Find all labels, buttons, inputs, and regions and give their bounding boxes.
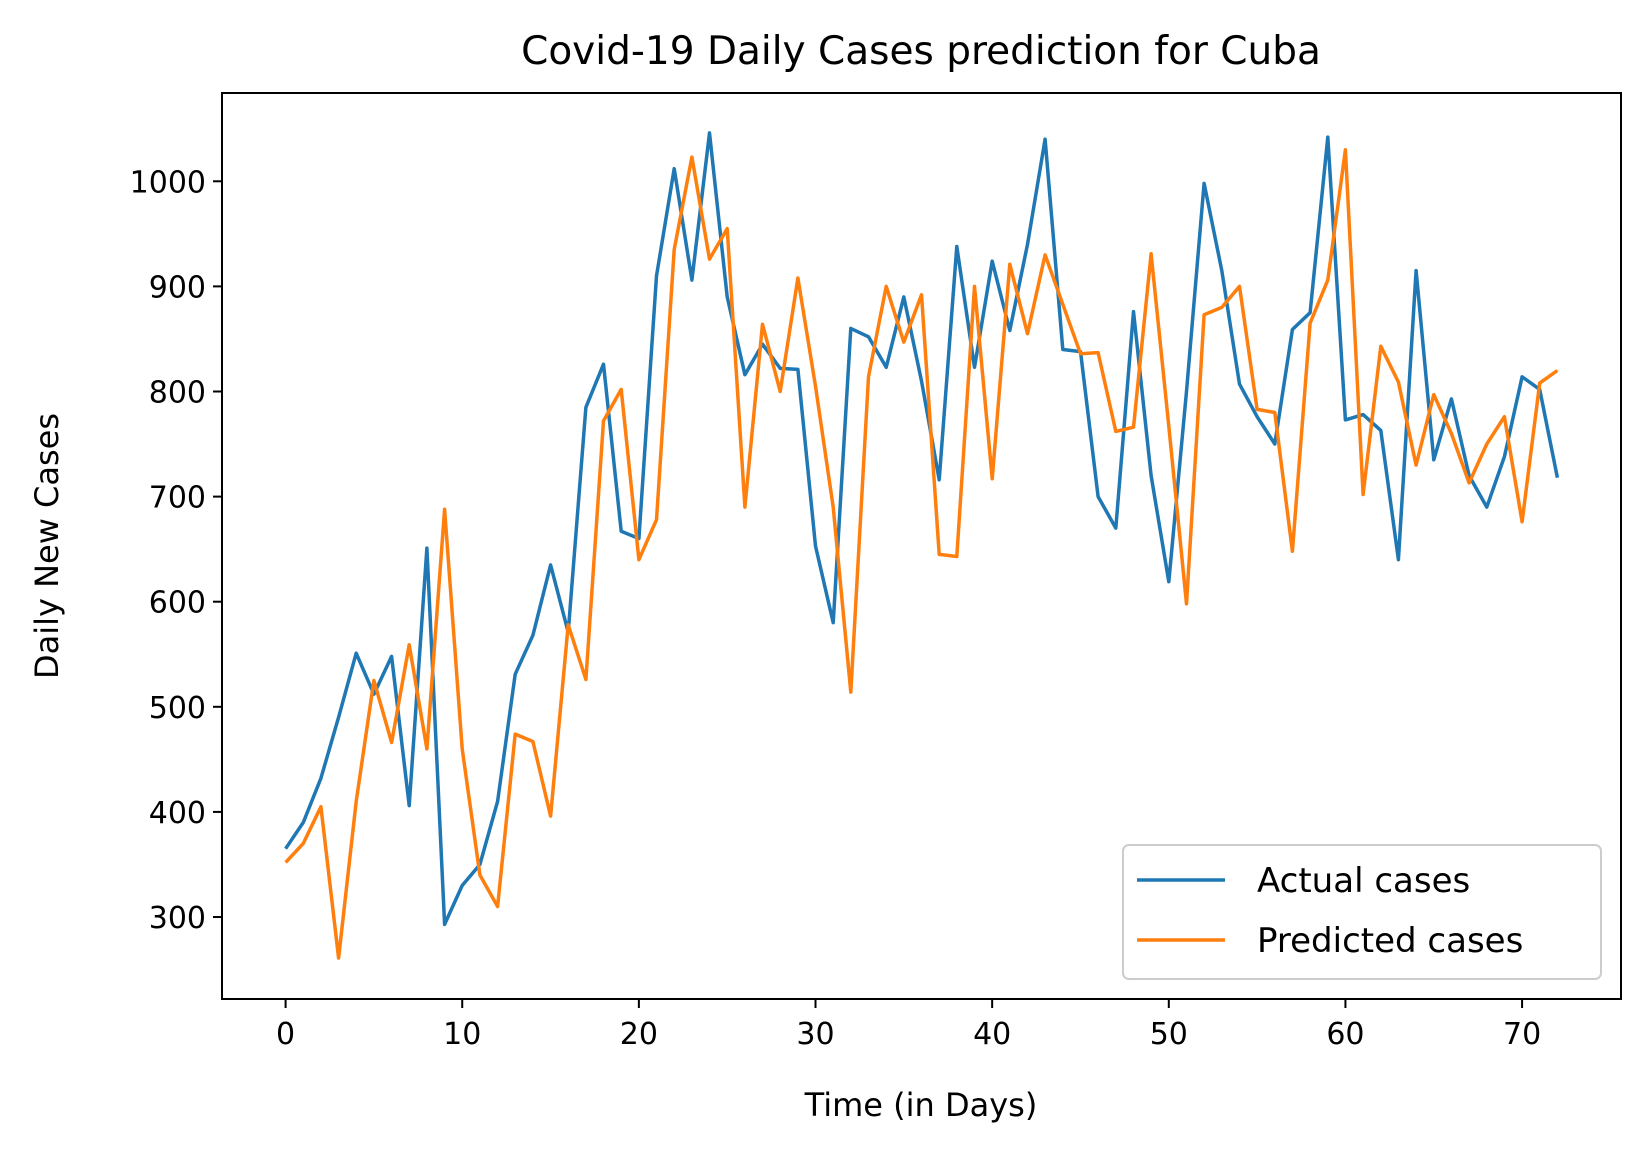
series-line-predicted (284, 148, 1559, 960)
y-tick-label: 800 (149, 375, 206, 410)
legend-box (1122, 844, 1602, 980)
series-lines (284, 131, 1560, 960)
y-tick-label: 1000 (130, 165, 206, 200)
x-tick-label: 30 (796, 1017, 834, 1052)
x-tick-label: 50 (1150, 1017, 1188, 1052)
plot-area: 0 10 20 30 40 50 60 70 300 400 500 600 700 800 900 100… (130, 92, 1622, 1052)
x-tick-label: 70 (1503, 1017, 1541, 1052)
y-tick-label: 900 (149, 270, 206, 305)
y-tick-label: 400 (149, 796, 206, 831)
x-axis-ticks: 0 10 20 30 40 50 60 70 (276, 999, 1541, 1052)
y-tick-label: 300 (149, 901, 206, 936)
x-tick-label: 40 (973, 1017, 1011, 1052)
x-tick-label: 0 (276, 1017, 295, 1052)
chart-title: Covid-19 Daily Cases prediction for Cuba (521, 29, 1321, 74)
legend: Actual cases Predicted cases (1122, 844, 1602, 980)
x-tick-label: 60 (1326, 1017, 1364, 1052)
x-tick-label: 10 (443, 1017, 481, 1052)
y-axis-ticks: 300 400 500 600 700 800 900 1000 (130, 165, 222, 936)
legend-label-actual: Actual cases (1257, 861, 1470, 901)
series-line-actual (284, 131, 1560, 927)
y-tick-label: 600 (149, 586, 206, 621)
x-axis-label: Time (in Days) (804, 1086, 1038, 1124)
axes-frame (221, 92, 1622, 1000)
legend-label-predicted: Predicted cases (1257, 921, 1523, 961)
y-axis-label: Daily New Cases (28, 413, 66, 679)
x-tick-label: 20 (620, 1017, 658, 1052)
y-tick-label: 700 (149, 481, 206, 516)
y-tick-label: 500 (149, 691, 206, 726)
